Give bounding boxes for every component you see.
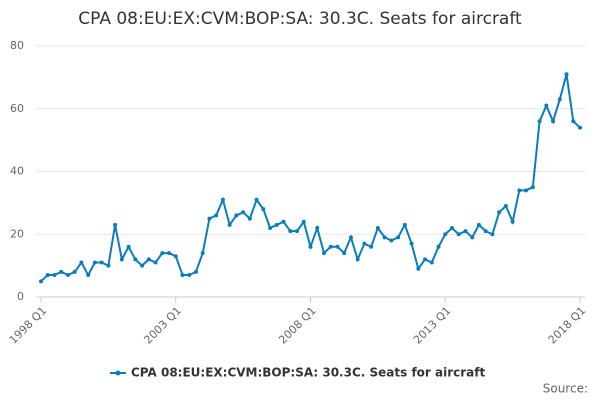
data-point — [39, 279, 43, 284]
x-tick-label: 1998 Q1 — [7, 304, 50, 347]
data-point — [281, 219, 286, 224]
data-point — [524, 188, 529, 193]
data-point — [483, 229, 488, 234]
x-tick-label: 2013 Q1 — [411, 304, 454, 347]
data-point — [470, 235, 475, 240]
data-point — [328, 244, 333, 249]
data-point — [207, 216, 212, 221]
data-point — [375, 225, 380, 230]
data-point — [389, 238, 394, 243]
data-point — [510, 219, 515, 224]
y-tick-label: 20 — [10, 227, 24, 240]
data-point — [261, 207, 266, 212]
data-point — [133, 257, 138, 262]
data-point — [72, 269, 77, 274]
data-point — [342, 251, 347, 256]
data-point — [268, 225, 273, 230]
data-point — [167, 251, 172, 256]
data-point — [449, 225, 454, 230]
data-point — [571, 119, 576, 124]
y-tick-label: 0 — [17, 290, 24, 303]
data-point — [544, 103, 549, 108]
data-point — [578, 125, 582, 130]
data-point — [463, 229, 468, 234]
data-point — [214, 213, 219, 218]
data-point — [497, 210, 502, 215]
data-point — [119, 257, 124, 262]
data-point — [288, 229, 293, 234]
data-point — [382, 235, 387, 240]
data-point — [126, 244, 131, 249]
data-point — [234, 213, 239, 218]
y-tick-label: 80 — [10, 39, 24, 52]
x-tick-label: 2003 Q1 — [141, 304, 184, 347]
data-point — [153, 260, 158, 265]
data-point — [348, 235, 353, 240]
chart-title: CPA 08:EU:EX:CVM:BOP:SA: 30.3C. Seats fo… — [78, 9, 522, 29]
data-point — [530, 185, 535, 190]
data-point — [113, 222, 118, 227]
data-point — [423, 257, 428, 262]
x-tick-label: 2008 Q1 — [276, 304, 319, 347]
data-point — [295, 229, 300, 234]
data-point — [362, 241, 367, 246]
data-point — [355, 257, 360, 262]
data-point — [45, 273, 50, 278]
data-point — [173, 254, 178, 259]
y-tick-label: 40 — [10, 165, 24, 178]
data-point — [241, 210, 246, 215]
data-point — [106, 263, 111, 268]
data-point — [140, 263, 145, 268]
data-point — [517, 188, 522, 193]
data-point — [180, 273, 185, 278]
data-point — [557, 97, 562, 102]
data-point — [65, 273, 70, 278]
data-point — [86, 273, 91, 278]
data-point — [396, 235, 401, 240]
data-point — [52, 273, 57, 278]
data-point — [335, 244, 340, 249]
data-point — [79, 260, 84, 265]
data-point — [321, 251, 326, 256]
data-point — [436, 244, 441, 249]
data-point — [92, 260, 97, 265]
data-point — [490, 232, 495, 237]
y-tick-label: 60 — [10, 102, 24, 115]
data-point — [429, 260, 434, 265]
series-line — [40, 73, 581, 283]
data-point — [551, 119, 556, 124]
source: Source: — [543, 382, 588, 396]
data-point — [315, 225, 320, 230]
data-point — [416, 266, 421, 271]
data-point — [308, 244, 313, 249]
data-point — [402, 222, 407, 227]
data-point — [59, 269, 64, 274]
data-point — [247, 216, 252, 221]
data-point — [160, 251, 165, 256]
legend-marker — [115, 370, 121, 376]
data-point — [200, 251, 205, 256]
data-point — [254, 197, 259, 202]
data-point — [301, 219, 306, 224]
data-point — [274, 222, 279, 227]
data-point — [476, 222, 481, 227]
data-point — [409, 241, 414, 246]
x-tick-label: 2018 Q1 — [546, 304, 589, 347]
data-point — [537, 119, 542, 124]
data-point — [193, 269, 198, 274]
data-point — [564, 72, 569, 77]
data-point — [187, 273, 192, 278]
legend-label: CPA 08:EU:EX:CVM:BOP:SA: 30.3C. Seats fo… — [131, 366, 485, 380]
data-point — [369, 244, 374, 249]
data-point — [146, 257, 151, 262]
data-point — [99, 260, 104, 265]
data-point — [443, 232, 448, 237]
data-point — [227, 222, 232, 227]
data-point — [220, 197, 225, 202]
data-point — [456, 232, 461, 237]
data-point — [503, 204, 508, 209]
